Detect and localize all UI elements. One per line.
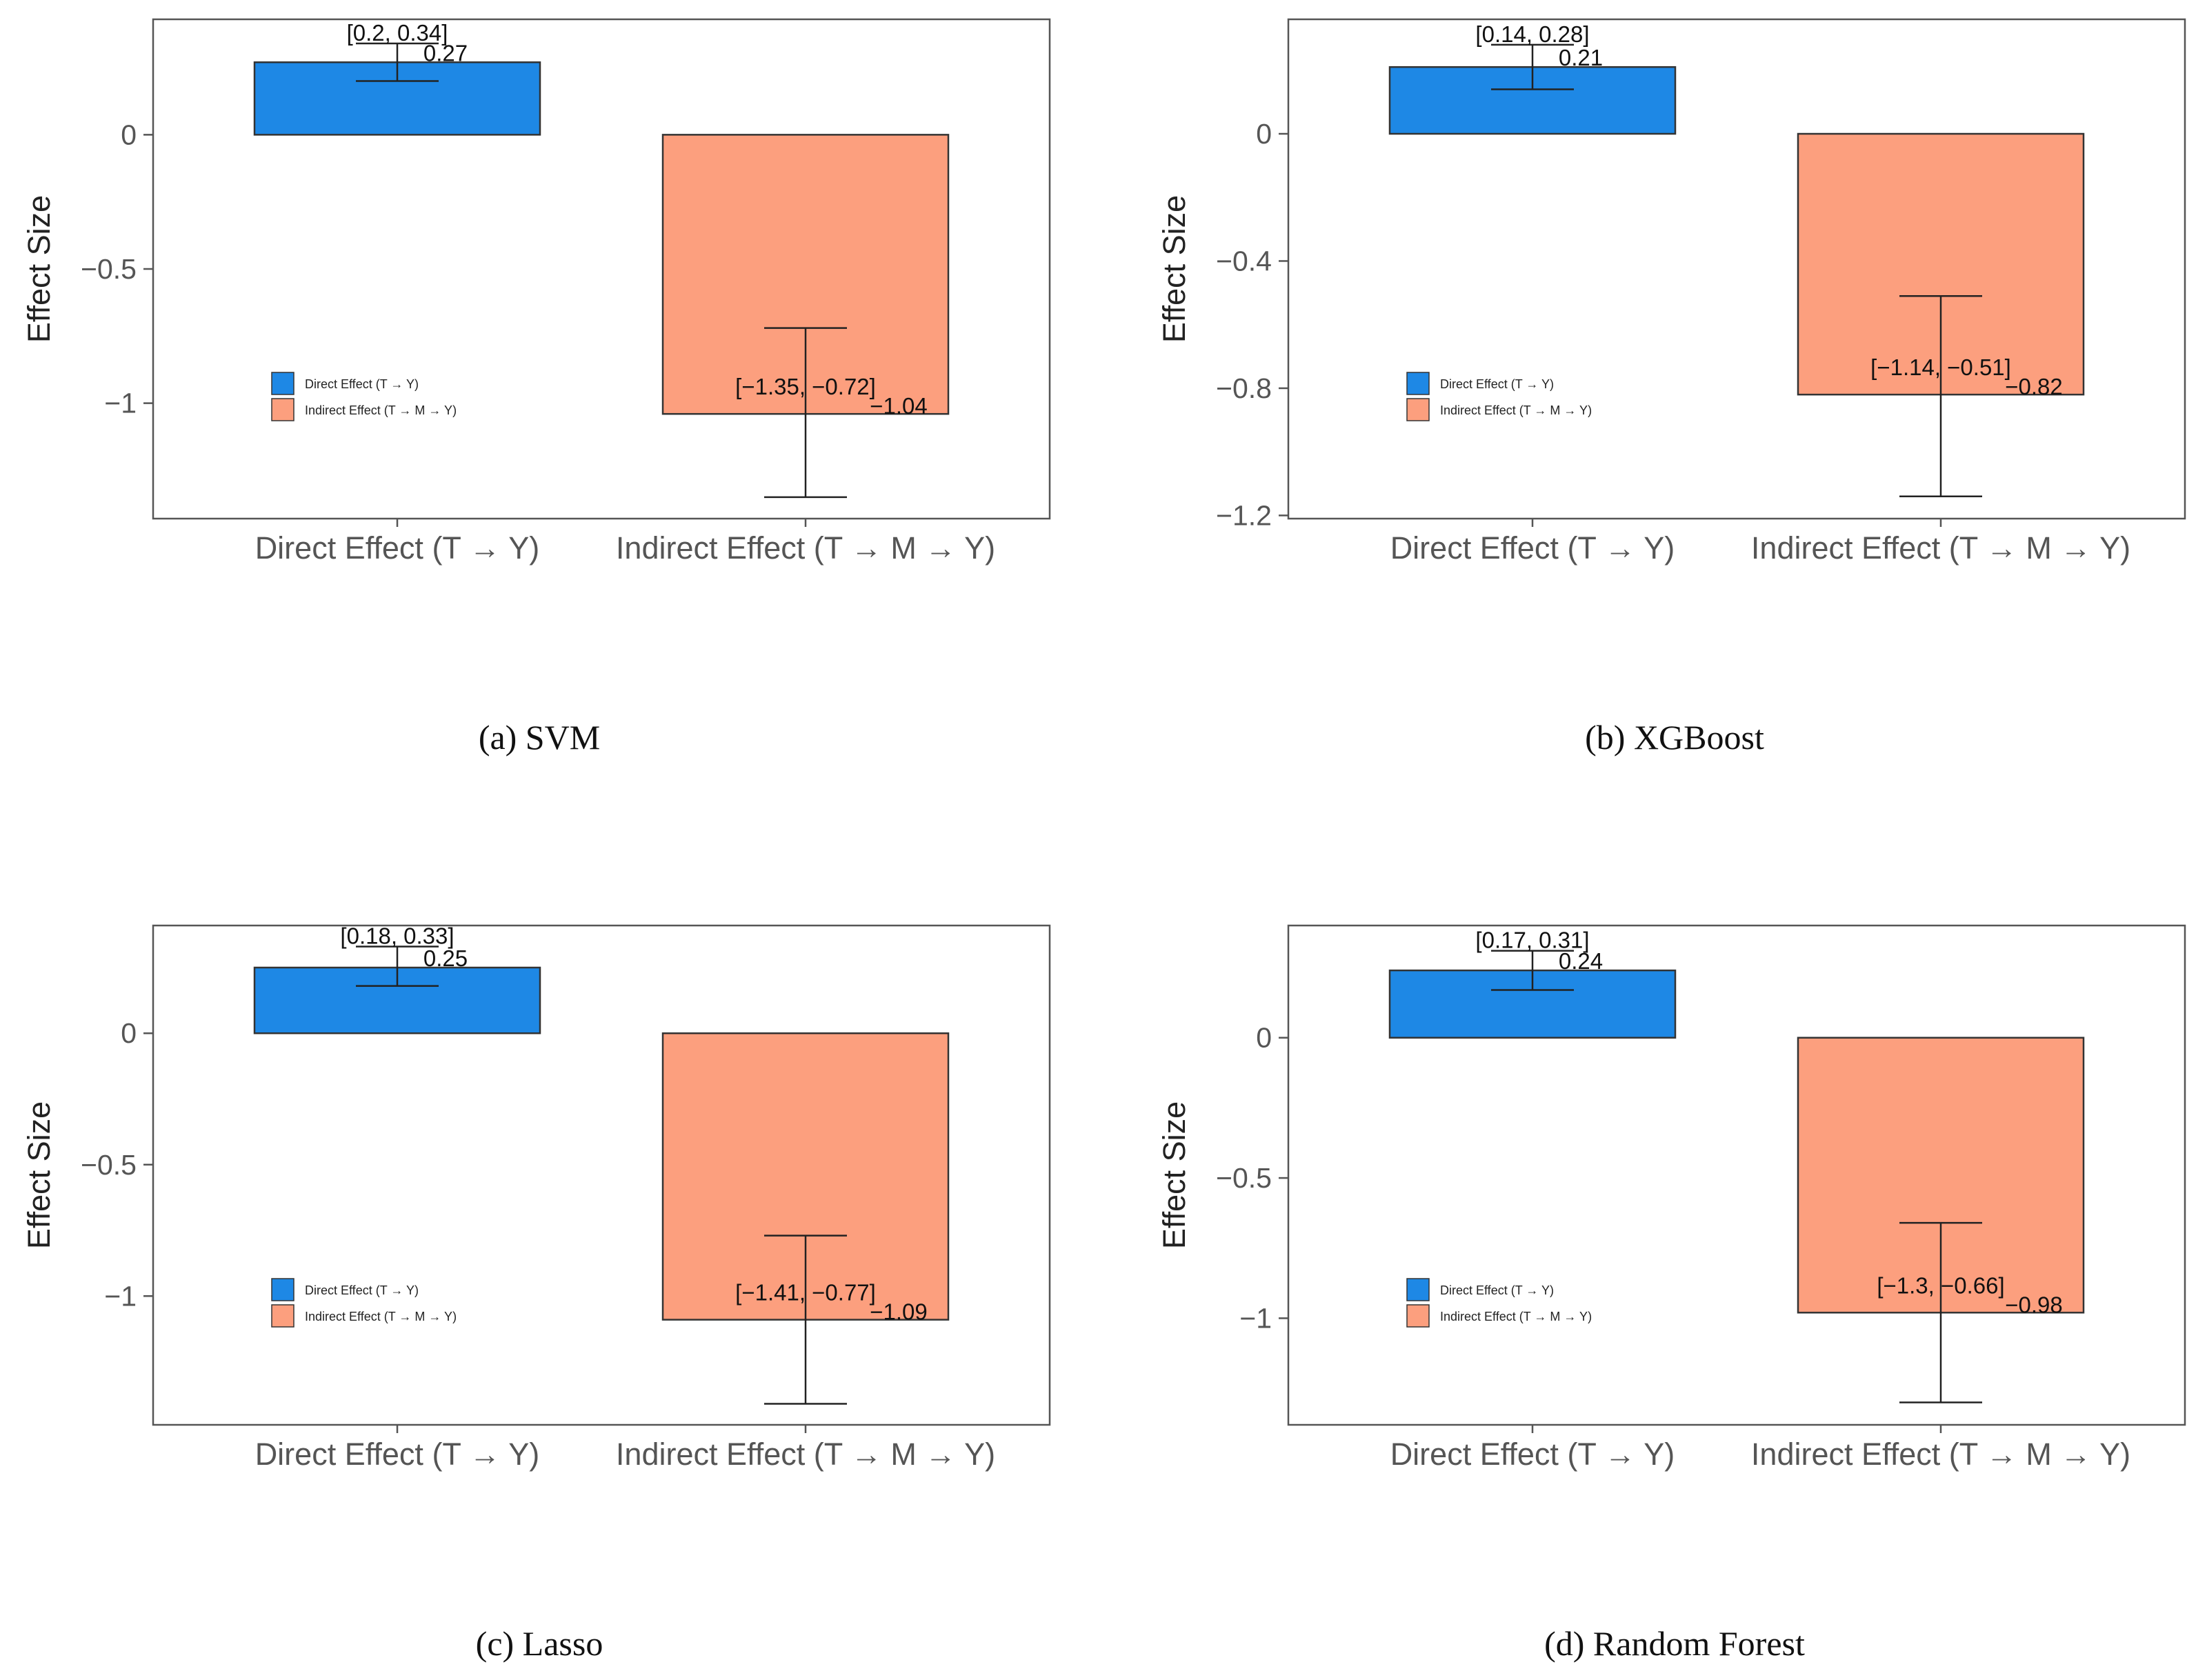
y-axis-title: Effect Size: [1157, 195, 1192, 343]
y-tick-label: 0: [1256, 118, 1272, 150]
value-label: −0.98: [2005, 1292, 2063, 1317]
value-label: 0.21: [1559, 45, 1603, 70]
legend-label: Indirect Effect (T → M → Y): [1440, 1310, 1592, 1323]
legend-label: Direct Effect (T → Y): [1440, 377, 1554, 391]
y-tick-label: −0.5: [81, 253, 137, 285]
legend-swatch-indirect: [1406, 1304, 1430, 1328]
y-tick-label: −1: [104, 1280, 137, 1312]
x-tick-label: Direct Effect (T → Y): [255, 530, 540, 566]
legend-swatch-direct: [1406, 372, 1430, 395]
legend-label: Indirect Effect (T → M → Y): [305, 403, 457, 417]
value-label: −1.04: [870, 393, 928, 419]
chart-panel-4: 0 −0.5 −1 Effect Size [0.17, 0.31]0.24 Direct…: [1157, 924, 2186, 1663]
x-tick-label: Direct Effect (T → Y): [1390, 1437, 1675, 1472]
legend-swatch-direct: [271, 1278, 294, 1301]
ci-label: [0.17, 0.31]: [1475, 928, 1589, 953]
chart-panel-2: 0 −0.4 −0.8 −1.2 Effect Size [0.14, 0.28]0.21…: [1157, 18, 2186, 757]
ci-label: [0.2, 0.34]: [347, 20, 448, 46]
legend-swatch-indirect: [1406, 398, 1430, 421]
ci-label: [−1.41, −0.77]: [735, 1280, 876, 1306]
ci-label: [−1.35, −0.72]: [735, 374, 876, 399]
x-tick-label: Indirect Effect (T → M → Y): [616, 530, 995, 566]
y-axis-title: Effect Size: [1157, 1101, 1192, 1249]
y-tick-label: −0.5: [81, 1149, 137, 1181]
legend-swatch-direct: [1406, 1278, 1430, 1301]
x-tick-label: Indirect Effect (T → M → Y): [1751, 1437, 2130, 1472]
value-label: 0.25: [423, 946, 468, 971]
chart-panel-3: 0 −0.5 −1 Effect Size [0.18, 0.33]0.25 Direct…: [21, 923, 1051, 1663]
ci-label: [−1.14, −0.51]: [1870, 354, 2011, 380]
value-label: −0.82: [2005, 374, 2063, 399]
y-axis-title: Effect Size: [21, 1101, 57, 1249]
y-tick-label: 0: [121, 119, 137, 150]
legend-label: Indirect Effect (T → M → Y): [305, 1310, 457, 1323]
plot-frame: [1287, 924, 2186, 1426]
panel-caption: (b) XGBoost: [1585, 718, 1764, 757]
y-tick-label: 0: [1256, 1022, 1272, 1054]
y-tick-label: −1: [1239, 1302, 1272, 1334]
chart-panel-1: 0 −0.5 −1 Effect Size [0.2, 0.34]0.27 Direct …: [21, 18, 1051, 757]
legend-label: Direct Effect (T → Y): [1440, 1283, 1554, 1297]
panel-caption: (d) Random Forest: [1544, 1624, 1805, 1663]
y-tick-label: −1: [104, 388, 137, 419]
legend-swatch-direct: [271, 372, 294, 395]
value-label: 0.24: [1559, 948, 1603, 974]
y-tick-label: −1.2: [1216, 499, 1272, 531]
y-axis-title: Effect Size: [21, 195, 57, 343]
legend-label: Direct Effect (T → Y): [305, 377, 419, 391]
panel-caption: (a) SVM: [479, 718, 600, 757]
x-tick-label: Indirect Effect (T → M → Y): [1751, 530, 2130, 566]
ci-label: [0.14, 0.28]: [1475, 21, 1589, 47]
y-tick-label: −0.4: [1216, 245, 1272, 277]
value-label: −1.09: [870, 1299, 928, 1325]
panel-caption: (c) Lasso: [476, 1624, 603, 1663]
ci-label: [0.18, 0.33]: [340, 923, 454, 948]
y-tick-label: 0: [121, 1017, 137, 1049]
legend-label: Indirect Effect (T → M → Y): [1440, 403, 1592, 417]
x-tick-label: Indirect Effect (T → M → Y): [616, 1437, 995, 1472]
legend-label: Direct Effect (T → Y): [305, 1283, 419, 1297]
plot-frame: [1287, 18, 2186, 520]
ci-label: [−1.3, −0.66]: [1877, 1272, 2004, 1298]
x-tick-label: Direct Effect (T → Y): [1390, 530, 1675, 566]
plot-frame: [152, 924, 1051, 1426]
x-tick-label: Direct Effect (T → Y): [255, 1437, 540, 1472]
legend-swatch-indirect: [271, 398, 294, 421]
legend-swatch-indirect: [271, 1304, 294, 1328]
y-tick-label: −0.8: [1216, 372, 1272, 404]
y-tick-label: −0.5: [1216, 1162, 1272, 1194]
value-label: 0.27: [423, 40, 468, 66]
